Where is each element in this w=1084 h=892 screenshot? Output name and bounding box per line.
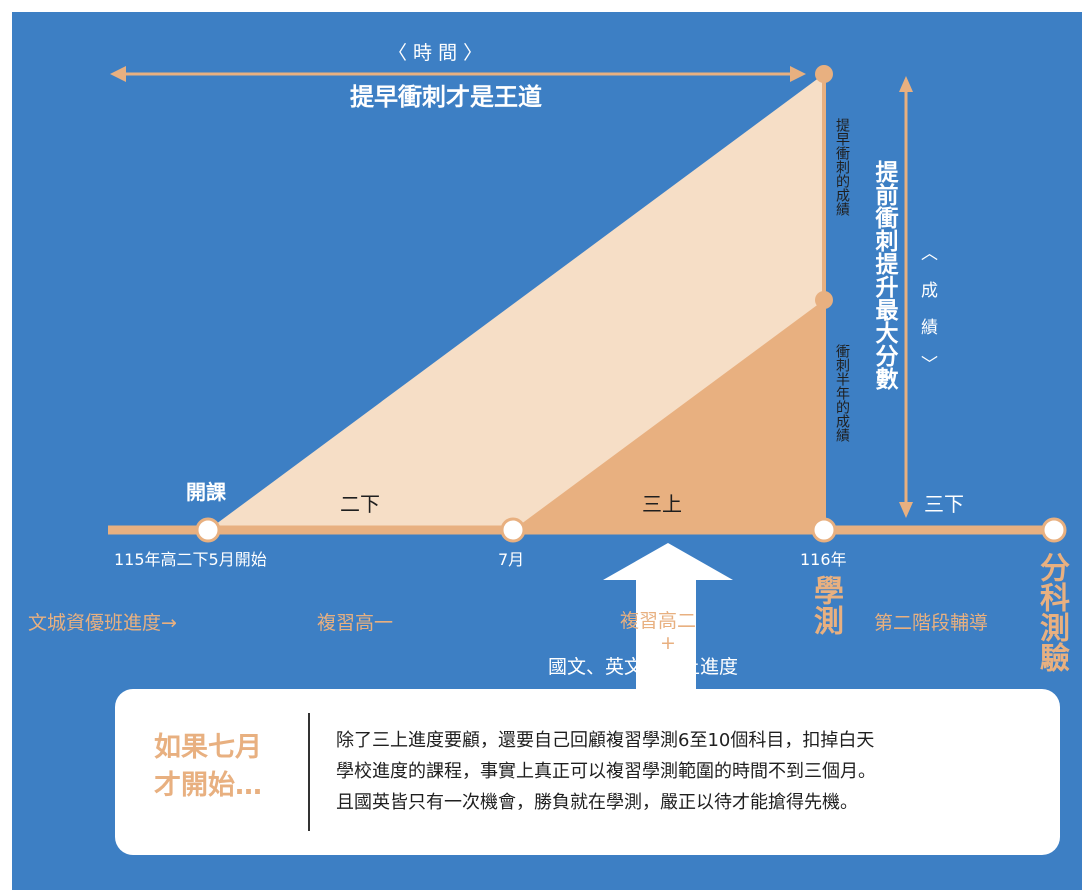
time-arrow-left-head <box>110 66 126 82</box>
progress-row-title: 文城資優班進度→ <box>28 612 177 634</box>
progress-review-first: 複習高一 <box>317 612 394 634</box>
progress-subjects: 國文、英文高三上進度 <box>548 656 739 678</box>
timeline-point-116 <box>811 517 837 543</box>
time-arrow-right-head <box>790 66 806 82</box>
note-heading-line2: 才開始… <box>154 770 262 801</box>
note-line: 且國英皆只有一次機會，勝負就在學測，嚴正以待才能搶得先機。 <box>336 792 858 813</box>
timeline-point-end <box>1041 517 1067 543</box>
note-line: 學校進度的課程，事實上真正可以複習學測範圍的時間不到三個月。 <box>336 761 876 782</box>
segment-first: 二下 <box>340 492 380 516</box>
timeline-label-116: 116年 <box>800 550 847 569</box>
timeline-label-start: 115年高二下5月開始 <box>114 550 267 569</box>
ast-exam-label: 分科測驗 <box>1034 552 1069 672</box>
time-axis-label: 〈 時 間 〉 <box>388 42 483 64</box>
progress-plus: + <box>660 632 676 654</box>
segment-third: 三下 <box>924 492 964 516</box>
focus-up-arrow <box>603 543 733 700</box>
progress-review-second: 複習高二 <box>620 610 697 632</box>
note-line: 除了三上進度要顧，還要自己回顧複習學測6至10個科目，扣掉白天 <box>336 730 875 751</box>
gsat-exam-label: 學測 <box>808 575 843 635</box>
note-heading-line1: 如果七月 <box>154 732 262 763</box>
note-divider <box>308 713 310 831</box>
score-arrow-top-head <box>899 76 913 92</box>
score-axis-label: 〈 成 績 〉 <box>917 244 937 372</box>
timeline-point-start <box>195 517 221 543</box>
timeline-point-july <box>500 517 526 543</box>
score-axis-caption: 提前衝刺提升最大分數 <box>871 160 897 390</box>
score-arrow-bottom-head <box>899 502 913 518</box>
segment-second: 三上 <box>642 492 682 516</box>
timeline-label-july: 7月 <box>498 550 525 569</box>
progress-second-stage: 第二階段輔導 <box>874 612 989 634</box>
early-sprint-label: 提早衝刺的成績 <box>834 118 850 216</box>
time-axis-caption: 提早衝刺才是王道 <box>350 83 542 111</box>
start-label: 開課 <box>186 480 226 504</box>
early-sprint-peak <box>815 65 833 83</box>
half-year-sprint-label: 衝刺半年的成績 <box>834 344 850 442</box>
half-year-sprint-peak <box>815 291 833 309</box>
half-year-sprint-area <box>513 300 824 530</box>
note-box <box>115 689 1060 855</box>
